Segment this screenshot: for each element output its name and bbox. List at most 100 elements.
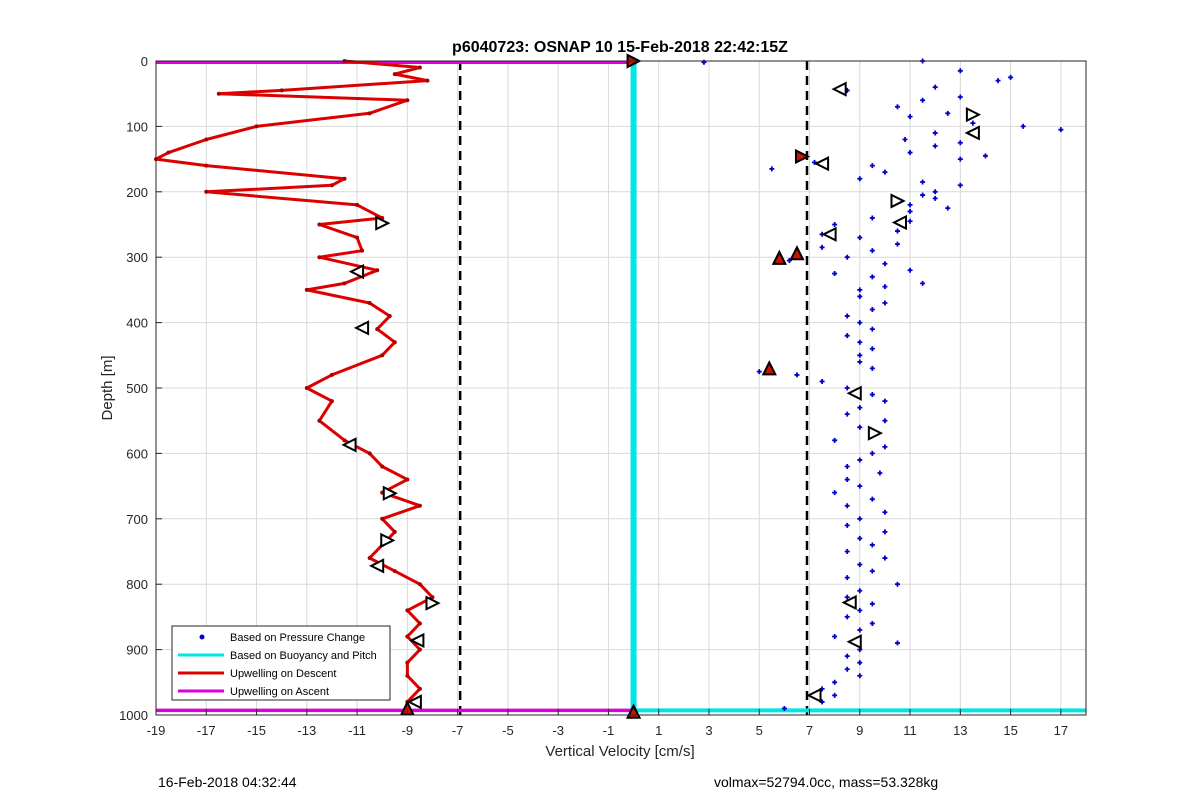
pressure-point — [857, 424, 863, 430]
pressure-point — [844, 594, 850, 600]
pressure-point — [781, 705, 787, 711]
pressure-point — [957, 156, 963, 162]
descent-point — [304, 386, 309, 390]
descent-point — [355, 202, 360, 207]
descent-point — [417, 621, 422, 626]
pressure-point — [869, 365, 875, 371]
triangle-marker — [425, 595, 441, 611]
pressure-point — [832, 634, 838, 640]
x-tick-label: 5 — [756, 723, 763, 738]
pressure-point — [857, 627, 863, 633]
pressure-point — [857, 352, 863, 358]
descent-point — [329, 372, 334, 377]
descent-point — [375, 268, 380, 273]
descent-point — [417, 647, 422, 652]
pressure-point — [869, 163, 875, 169]
descent-point — [387, 314, 392, 319]
descent-point — [380, 516, 385, 521]
pressure-point — [844, 313, 850, 319]
pressure-point — [857, 607, 863, 613]
pressure-point — [844, 522, 850, 528]
descent-point — [279, 88, 284, 93]
pressure-point — [945, 205, 951, 211]
descent-point — [405, 477, 410, 482]
legend-label: Based on Buoyancy and Pitch — [230, 650, 377, 662]
pressure-point — [907, 208, 913, 214]
pressure-point — [882, 284, 888, 290]
pressure-point — [857, 516, 863, 522]
pressure-point — [957, 140, 963, 146]
pressure-point — [857, 320, 863, 326]
pressure-point — [844, 333, 850, 339]
x-tick-label: -1 — [603, 723, 615, 738]
descent-point — [216, 91, 221, 96]
descent-point — [360, 248, 365, 253]
triangle-marker-filled — [794, 148, 811, 165]
descent-point — [342, 176, 347, 181]
pressure-point — [857, 287, 863, 293]
pressure-point — [882, 418, 888, 424]
x-tick-label: 7 — [806, 723, 813, 738]
pressure-point — [869, 450, 875, 456]
pressure-point — [882, 444, 888, 450]
x-tick-label: -11 — [348, 723, 366, 738]
legend-symbol — [199, 634, 205, 640]
descent-point — [405, 660, 410, 665]
descent-point — [392, 529, 397, 534]
x-tick-label: -17 — [197, 723, 216, 738]
pressure-point — [857, 235, 863, 241]
pressure-point — [957, 94, 963, 100]
legend-box — [171, 625, 391, 701]
pressure-point — [844, 614, 850, 620]
triangle-marker-filled — [789, 245, 805, 261]
pressure-point — [857, 673, 863, 679]
triangle-marker — [841, 594, 857, 611]
pressure-point — [844, 549, 850, 554]
y-tick-label: 500 — [126, 381, 148, 396]
descent-point — [405, 98, 410, 103]
pressure-point — [832, 437, 838, 443]
descent-point — [425, 78, 430, 83]
triangle-marker — [348, 263, 365, 280]
pressure-point — [819, 244, 825, 250]
pressure-point — [869, 601, 875, 607]
triangle-marker — [891, 214, 907, 231]
pressure-point — [882, 261, 888, 267]
pressure-point — [857, 660, 863, 666]
triangle-marker — [406, 694, 422, 710]
pressure-point — [932, 143, 938, 149]
pressure-point — [844, 254, 850, 260]
pressure-point — [844, 463, 850, 469]
pressure-point — [869, 496, 875, 502]
pressure-point — [882, 509, 888, 515]
x-tick-label: -15 — [247, 723, 266, 738]
descent-point — [329, 183, 334, 188]
descent-point — [329, 399, 334, 404]
pressure-point — [920, 192, 926, 198]
triangle-marker — [375, 215, 391, 231]
pressure-point — [995, 78, 1001, 84]
footer-timestamp: 16-Feb-2018 04:32:44 — [158, 774, 297, 790]
pressure-point — [869, 346, 875, 352]
pressure-point — [882, 300, 888, 306]
descent-point — [317, 255, 322, 260]
pressure-point — [907, 114, 913, 120]
y-tick-label: 200 — [126, 185, 148, 200]
pressure-point — [794, 372, 800, 378]
y-tick-label: 300 — [126, 250, 148, 265]
x-tick-label: 13 — [953, 723, 967, 738]
x-tick-label: 3 — [705, 723, 712, 738]
pressure-point — [894, 581, 900, 587]
pressure-point — [920, 97, 926, 103]
x-tick-label: 17 — [1054, 723, 1068, 738]
descent-point — [417, 686, 422, 691]
pressure-point — [857, 176, 863, 182]
pressure-point — [907, 218, 913, 224]
x-tick-label: -3 — [552, 723, 564, 738]
pressure-point — [832, 490, 838, 496]
descent-point — [392, 569, 397, 574]
triangle-marker — [831, 81, 847, 97]
pressure-point — [882, 529, 888, 535]
descent-point — [380, 353, 385, 358]
